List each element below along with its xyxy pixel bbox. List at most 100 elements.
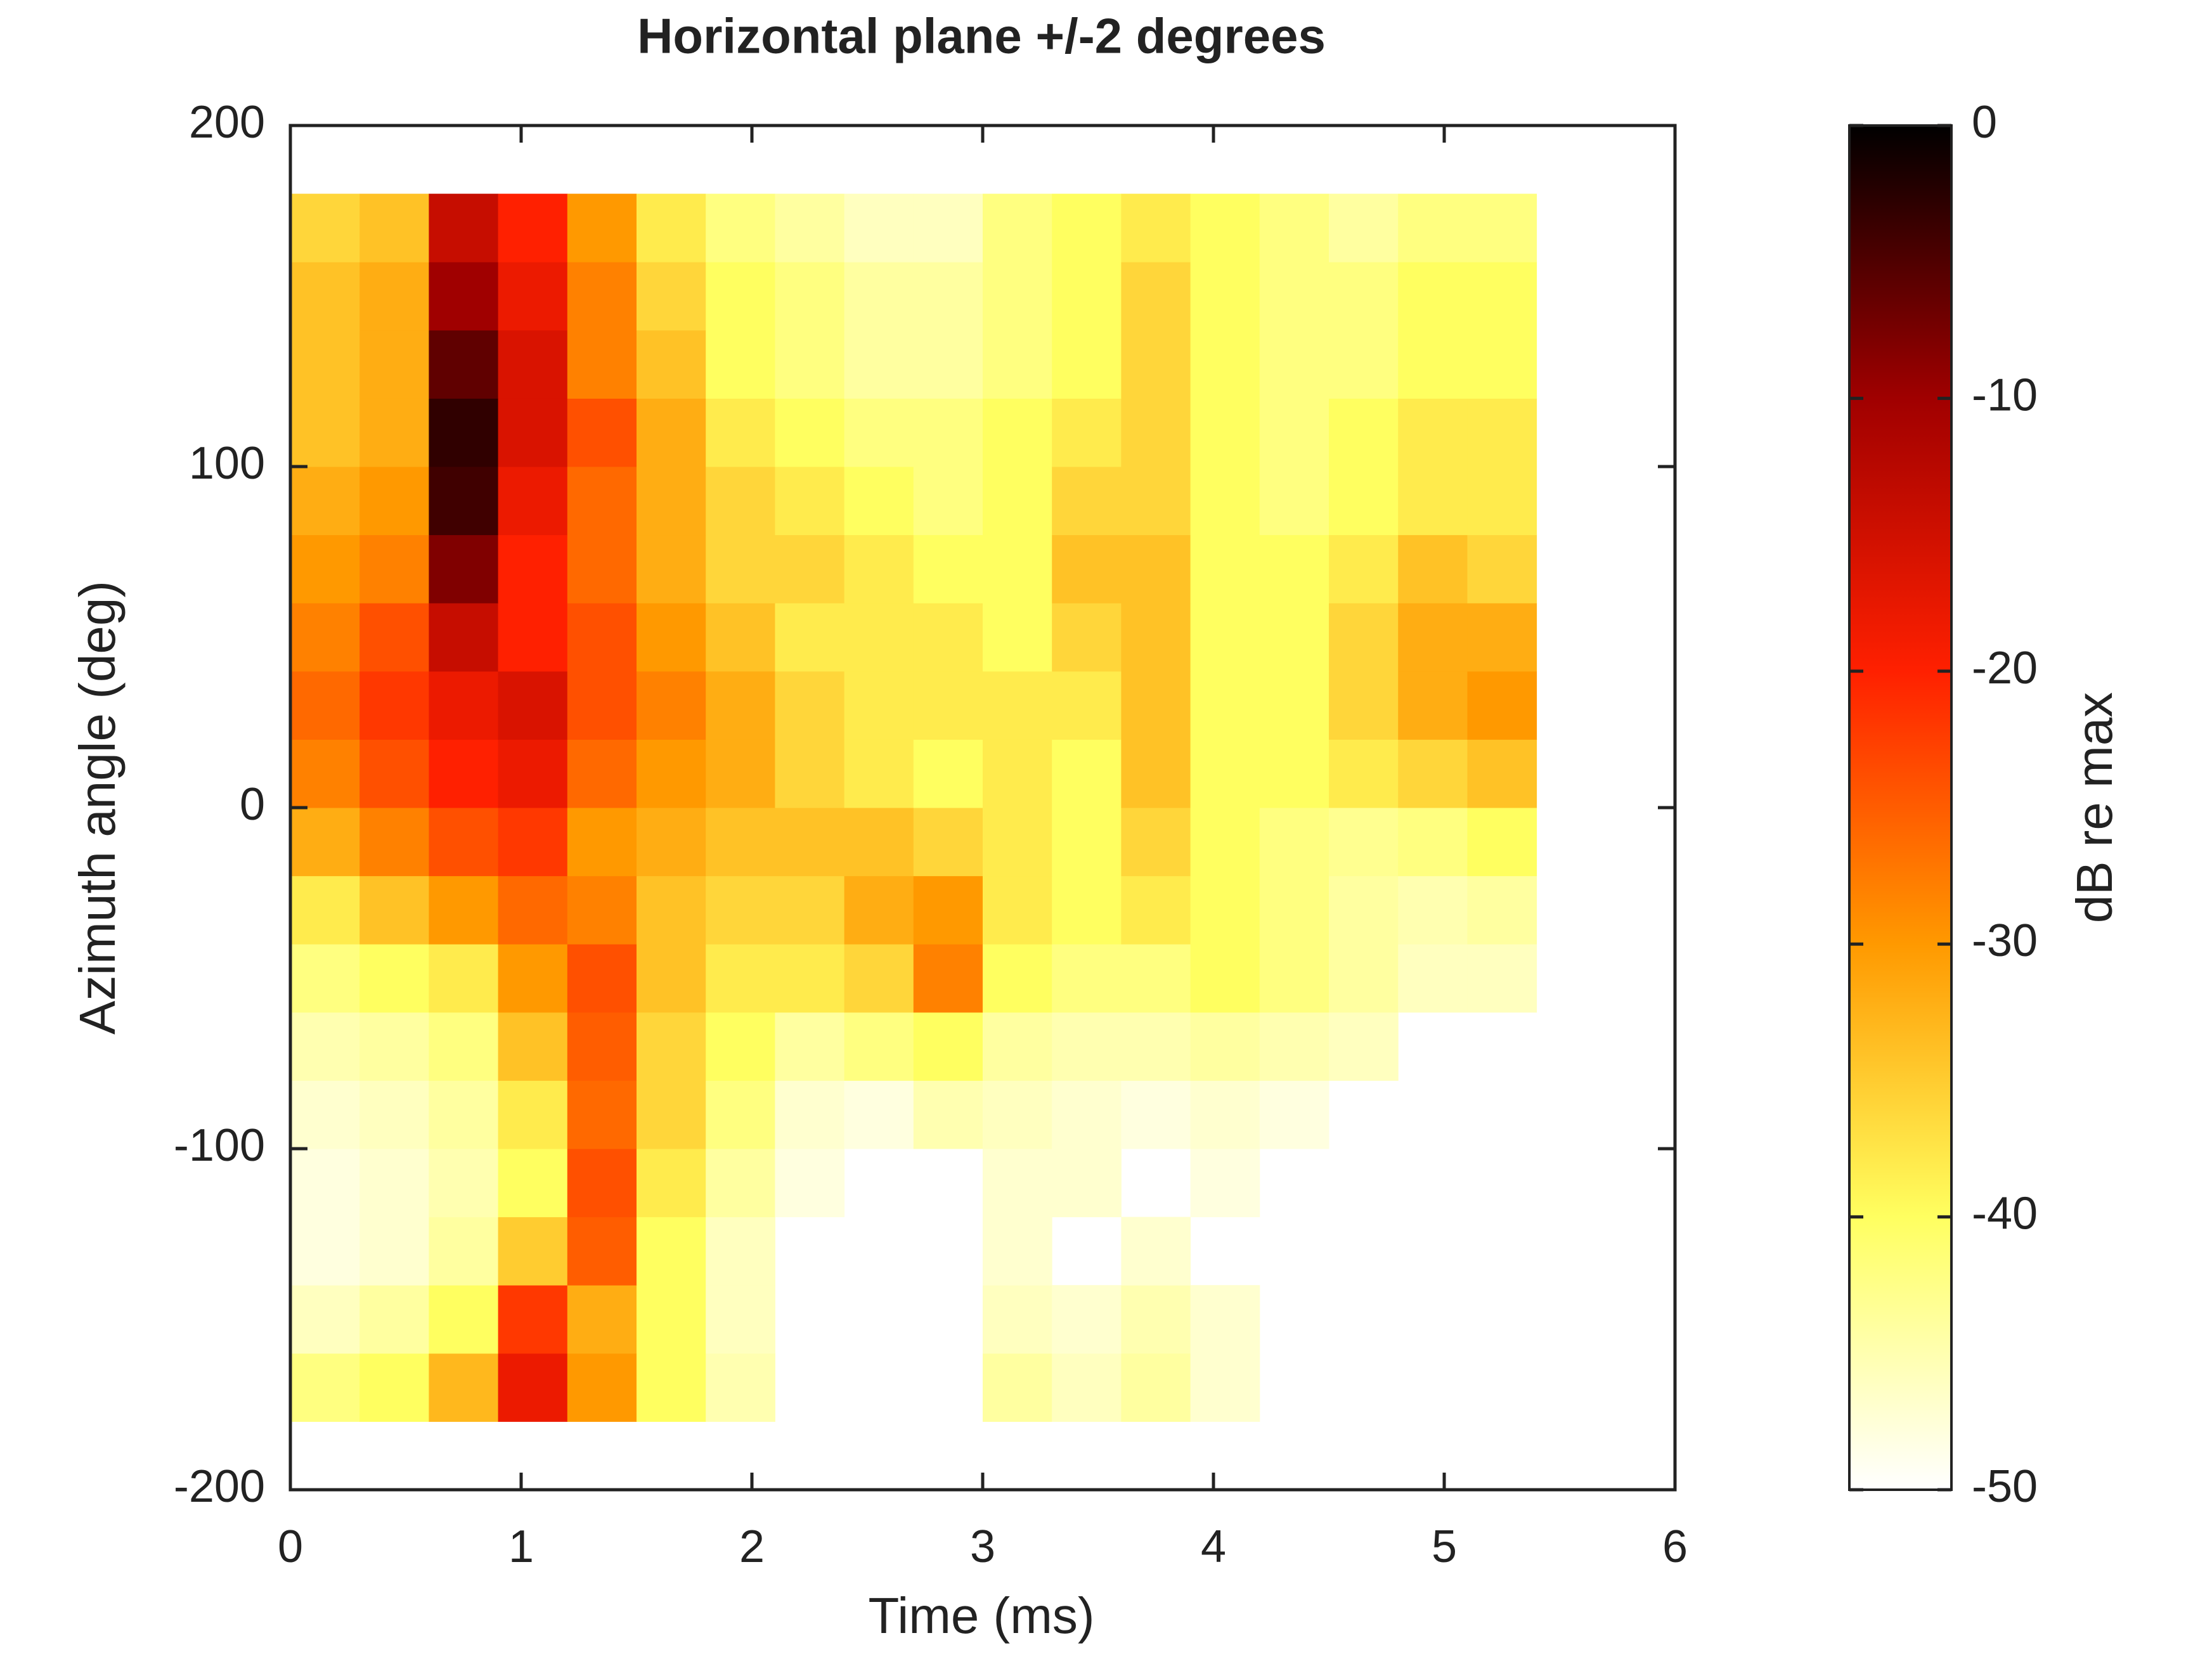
heat-cell (1467, 944, 1537, 1013)
heat-cell (1190, 1353, 1260, 1422)
heat-cell (706, 1012, 775, 1081)
heat-cell (706, 534, 775, 604)
heat-cell (429, 1012, 499, 1081)
x-axis-label: Time (ms) (869, 1587, 1095, 1644)
heat-cell (983, 603, 1052, 672)
heat-cell (1190, 671, 1260, 740)
heat-cell (1052, 944, 1122, 1013)
heat-cell (290, 1353, 360, 1422)
heat-cell (1121, 1217, 1191, 1286)
y-axis-label: Azimuth angle (deg) (69, 581, 126, 1035)
heat-cell (983, 534, 1052, 604)
heat-cell (775, 603, 845, 672)
heat-cell (290, 262, 360, 331)
heat-cell (567, 944, 637, 1013)
heat-cell (983, 467, 1052, 536)
heat-cell (1329, 330, 1399, 399)
heat-cell (567, 739, 637, 808)
heat-cell (983, 398, 1052, 467)
heat-cell (567, 1080, 637, 1149)
heat-cell (1467, 739, 1537, 808)
heat-cell (1052, 808, 1122, 877)
heat-cell (844, 671, 914, 740)
heat-cell (1052, 1012, 1122, 1081)
heat-cell (429, 671, 499, 740)
x-tick-label: 0 (278, 1521, 303, 1572)
heat-cell (1121, 398, 1191, 467)
heat-cell (1259, 808, 1329, 877)
heat-cell (290, 1217, 360, 1286)
heat-cell (637, 944, 706, 1013)
heat-cell (359, 193, 429, 262)
colorbar-tick-label: 0 (1972, 97, 1997, 148)
colorbar-tick-label: -10 (1972, 370, 2038, 420)
heat-cell (429, 1149, 499, 1218)
heat-cell (290, 398, 360, 467)
heat-cell (983, 739, 1052, 808)
heat-cell (706, 739, 775, 808)
heat-cell (913, 467, 983, 536)
heat-cell (1052, 739, 1122, 808)
heat-cell (359, 671, 429, 740)
heat-cell (290, 671, 360, 740)
heat-cell (1052, 603, 1122, 672)
x-tick-label: 5 (1432, 1521, 1457, 1572)
heat-cell (1121, 1080, 1191, 1149)
heat-cell (1052, 1080, 1122, 1149)
y-tick-label: 100 (189, 438, 265, 489)
heat-cell (1052, 398, 1122, 467)
heat-cell (983, 1012, 1052, 1081)
heat-cell (1121, 875, 1191, 945)
heat-cell (913, 875, 983, 945)
heat-cell (1052, 1353, 1122, 1422)
heat-cell (359, 875, 429, 945)
heat-cell (1190, 1285, 1260, 1354)
heat-cell (429, 398, 499, 467)
heat-cell (359, 262, 429, 331)
heat-cell (1190, 808, 1260, 877)
heat-cell (1259, 739, 1329, 808)
heat-cell (775, 944, 845, 1013)
heat-cell (1121, 1285, 1191, 1354)
heat-cell (1329, 398, 1399, 467)
heat-cell (706, 1353, 775, 1422)
heat-cell (359, 467, 429, 536)
heat-cell (429, 808, 499, 877)
heat-cell (983, 1353, 1052, 1422)
heat-cell (1329, 1012, 1399, 1081)
heat-cell (1398, 671, 1468, 740)
heat-cell (1259, 671, 1329, 740)
heat-cell (1398, 534, 1468, 604)
heat-cell (844, 193, 914, 262)
heat-cell (567, 875, 637, 945)
heat-cell (429, 1353, 499, 1422)
heat-cell (1190, 1012, 1260, 1081)
heat-cell (498, 739, 568, 808)
heat-cell (1259, 398, 1329, 467)
heat-cell (1052, 1149, 1122, 1218)
heat-cell (844, 330, 914, 399)
heat-cell (637, 193, 706, 262)
heat-cell (913, 944, 983, 1013)
heat-cell (429, 330, 499, 399)
heat-cell (429, 262, 499, 331)
heat-cell (983, 944, 1052, 1013)
heat-cell (290, 1080, 360, 1149)
heat-cell (429, 1285, 499, 1354)
heat-cell (498, 1217, 568, 1286)
heat-cell (913, 398, 983, 467)
heat-cell (1329, 534, 1399, 604)
heat-cell (913, 193, 983, 262)
heat-cell (567, 1149, 637, 1218)
heat-cell (429, 603, 499, 672)
heat-cell (844, 467, 914, 536)
heat-cell (1329, 808, 1399, 877)
heat-cell (498, 193, 568, 262)
heat-cell (983, 262, 1052, 331)
heat-cell (637, 1080, 706, 1149)
heat-cell (1121, 534, 1191, 604)
heat-cell (290, 467, 360, 536)
heat-cell (913, 534, 983, 604)
heat-cell (637, 671, 706, 740)
heat-cell (429, 1217, 499, 1286)
